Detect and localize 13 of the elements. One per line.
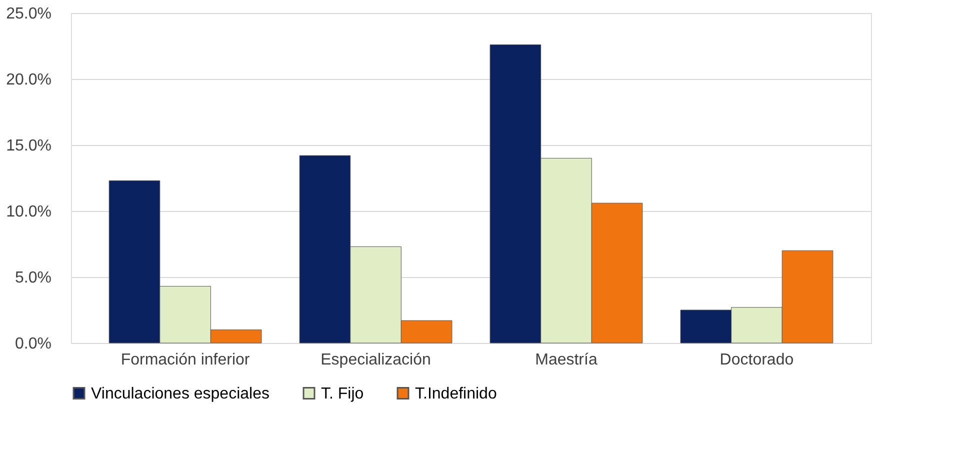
y-tick-label: 0.0% bbox=[15, 336, 52, 352]
x-tick-label: Formación inferior bbox=[120, 352, 250, 368]
x-tick-label: Especialización bbox=[320, 352, 431, 368]
legend-label: T. Fijo bbox=[321, 385, 364, 402]
y-tick-label: 15.0% bbox=[6, 138, 52, 154]
y-tick-label: 10.0% bbox=[6, 204, 52, 220]
y-tick-label: 20.0% bbox=[6, 72, 52, 88]
y-tick-label: 25.0% bbox=[6, 6, 52, 22]
x-tick-label: Maestría bbox=[535, 352, 598, 368]
x-tick-label: Doctorado bbox=[720, 352, 794, 368]
legend-label: Vinculaciones especiales bbox=[91, 385, 270, 402]
legend-label: T.Indefinido bbox=[415, 385, 497, 402]
y-tick-label: 5.0% bbox=[15, 270, 52, 286]
